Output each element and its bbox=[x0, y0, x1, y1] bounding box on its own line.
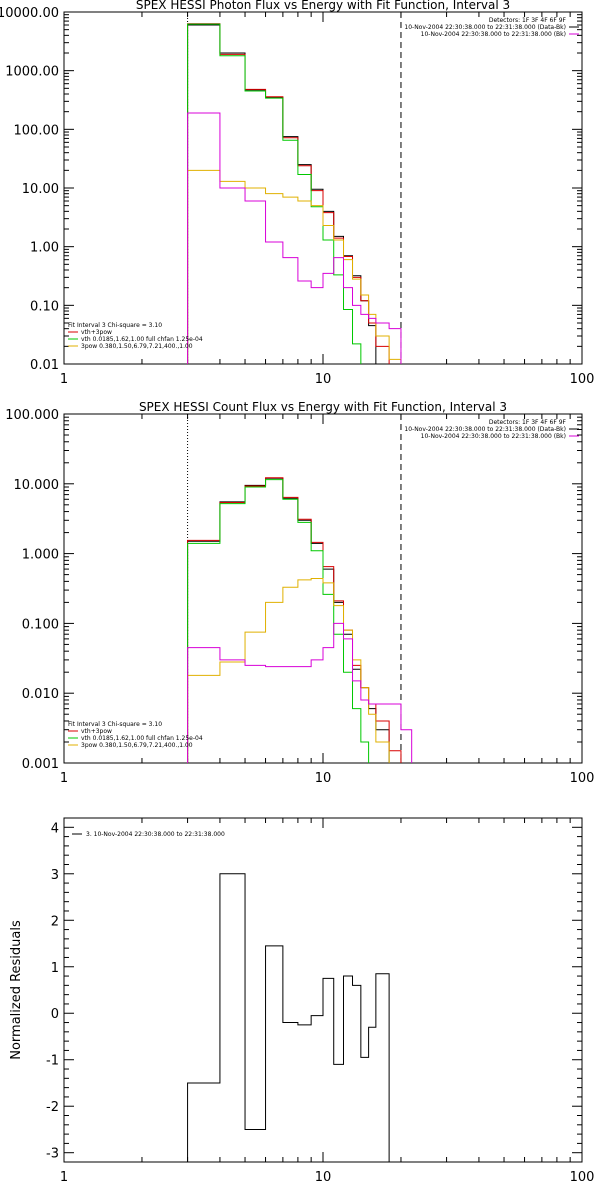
series-line-2 bbox=[187, 23, 390, 364]
legend-entry-bottom-left: 3pow 0.380,1.50,6.79,7.21,400.,1.00 bbox=[81, 343, 193, 350]
legend-entry-top-right: 10-Nov-2004 22:30:38.000 to 22:31:38.000… bbox=[404, 426, 566, 433]
y-tick-label: -1 bbox=[46, 1054, 59, 1069]
legend-entry-bottom-left: vth 0.0185,1.62,1.00 full chfan 1.25e-04 bbox=[81, 336, 203, 343]
y-tick-label: 100.00 bbox=[14, 123, 60, 138]
y-tick-label: -3 bbox=[46, 1147, 59, 1162]
y-tick-label: 0 bbox=[51, 1007, 59, 1022]
legend-entry-bottom-left: vth 0.0185,1.62,1.00 full chfan 1.25e-04 bbox=[81, 735, 203, 742]
series-line-5 bbox=[187, 622, 413, 763]
legend-entry-top-right: 10-Nov-2004 22:30:38.000 to 22:31:38.000… bbox=[404, 24, 566, 31]
series-line-1 bbox=[187, 24, 390, 364]
y-tick-label: 4 bbox=[51, 821, 59, 836]
y-tick-label: 2 bbox=[51, 914, 59, 929]
x-tick-label: 100 bbox=[570, 1170, 595, 1185]
series-line-1 bbox=[187, 477, 390, 763]
series-line-2 bbox=[187, 477, 402, 763]
series-line-5 bbox=[187, 112, 402, 364]
y-axis-label: Normalized Residuals bbox=[9, 920, 24, 1060]
chart-title: SPEX HESSI Count Flux vs Energy with Fit… bbox=[139, 400, 507, 414]
y-tick-label: 0.10 bbox=[30, 299, 59, 314]
series-line-4 bbox=[187, 169, 402, 364]
y-tick-label: 1.00 bbox=[30, 241, 59, 256]
chart-panel-1: SPEX HESSI Photon Flux vs Energy with Fi… bbox=[0, 0, 595, 387]
legend-entry-bottom-left: vth+3pow bbox=[81, 329, 112, 336]
y-tick-label: 10000.00 bbox=[0, 6, 59, 21]
legend-entry-bottom-left: Fit Interval 3 Chi-square = 3.10 bbox=[68, 322, 162, 329]
y-tick-label: 1.000 bbox=[22, 548, 59, 563]
series-line-3 bbox=[187, 479, 370, 763]
legend-entry-bottom-left: 3pow 0.380,1.50,6.79,7.21,400.,1.00 bbox=[81, 742, 193, 749]
chart-title: SPEX HESSI Photon Flux vs Energy with Fi… bbox=[136, 0, 510, 12]
series-line-4 bbox=[187, 577, 390, 763]
x-tick-label: 100 bbox=[570, 372, 595, 387]
x-tick-label: 1 bbox=[60, 372, 68, 387]
y-tick-label: -2 bbox=[46, 1100, 59, 1115]
legend-entry-top-left: 3. 10-Nov-2004 22:30:38.000 to 22:31:38.… bbox=[86, 831, 225, 838]
y-tick-label: 1000.00 bbox=[5, 65, 59, 80]
x-tick-label: 1 bbox=[60, 771, 68, 786]
y-tick-label: 0.001 bbox=[22, 757, 59, 772]
x-tick-label: 10 bbox=[315, 1170, 332, 1185]
legend-entry-bottom-left: Fit Interval 3 Chi-square = 3.10 bbox=[68, 721, 162, 728]
x-tick-label: 1 bbox=[60, 1170, 68, 1185]
series-group bbox=[187, 23, 402, 364]
y-tick-label: 10.00 bbox=[22, 182, 59, 197]
series-group bbox=[187, 873, 401, 1162]
series-line-3 bbox=[187, 23, 362, 364]
y-tick-label: 1 bbox=[51, 961, 59, 976]
y-tick-label: 3 bbox=[51, 868, 59, 883]
series-line-1 bbox=[187, 873, 401, 1162]
plot-frame bbox=[63, 11, 583, 365]
y-tick-label: 0.01 bbox=[30, 358, 59, 373]
x-tick-label: 100 bbox=[570, 771, 595, 786]
legend-entry-top-right: Detectors: 1F 3F 4F 6F 9F bbox=[489, 17, 567, 24]
series-group bbox=[187, 477, 413, 763]
x-tick-label: 10 bbox=[315, 771, 332, 786]
legend-entry-top-right: Detectors: 1F 3F 4F 6F 9F bbox=[489, 419, 567, 426]
y-tick-label: 100.000 bbox=[5, 408, 59, 423]
legend-entry-bottom-left: vth+3pow bbox=[81, 728, 112, 735]
y-tick-label: 0.100 bbox=[22, 617, 59, 632]
legend-entry-top-right: 10-Nov-2004 22:30:38.000 to 22:31:38.000… bbox=[421, 433, 566, 440]
legend-entry-top-right: 10-Nov-2004 22:30:38.000 to 22:31:38.000… bbox=[421, 31, 566, 38]
y-tick-label: 0.010 bbox=[22, 687, 59, 702]
y-tick-label: 10.000 bbox=[14, 478, 60, 493]
chart-panel-2: SPEX HESSI Count Flux vs Energy with Fit… bbox=[5, 400, 595, 786]
chart-panel-3: Normalized Residuals 1 10 100 -3 -2 -1 0 1 2 3 4 3. … bbox=[9, 817, 595, 1185]
x-tick-label: 10 bbox=[315, 372, 332, 387]
